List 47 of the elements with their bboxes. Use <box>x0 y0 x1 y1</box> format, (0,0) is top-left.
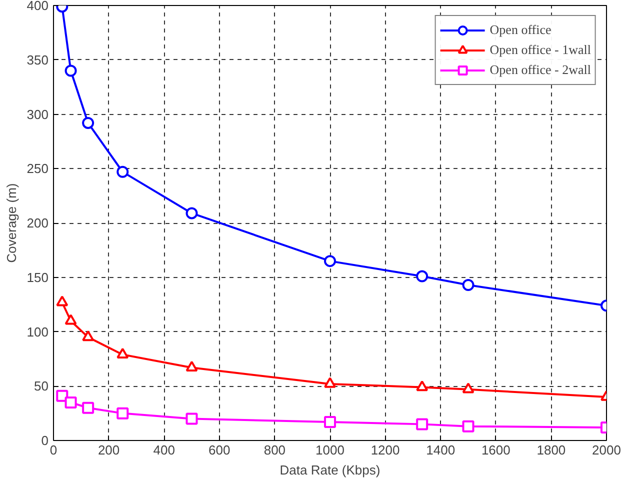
point <box>64 314 77 325</box>
point <box>186 360 198 372</box>
point <box>64 64 77 77</box>
y-tick-label: 0 <box>41 433 49 448</box>
x-tick-label: 1200 <box>370 442 400 458</box>
point <box>82 330 94 342</box>
x-tick-label: 800 <box>264 442 286 458</box>
y-tick-label: 400 <box>26 0 49 13</box>
x-tick-label: 400 <box>153 442 175 458</box>
y-tick-label: 150 <box>26 270 49 285</box>
legend-label: Open office <box>490 22 552 38</box>
y-tick-label: 300 <box>26 106 49 122</box>
x-tick-label: 1400 <box>426 442 456 458</box>
x-tick-label: 200 <box>98 442 120 458</box>
y-tick-label: 350 <box>26 52 49 68</box>
point <box>324 416 336 428</box>
y-axis-title: Coverage (m) <box>4 183 19 263</box>
x-tick-label: 1000 <box>316 442 344 458</box>
point <box>82 402 94 414</box>
point <box>116 348 129 358</box>
x-tick-label: 2000 <box>592 442 621 458</box>
point <box>462 278 474 291</box>
point <box>116 166 129 178</box>
point <box>116 407 129 420</box>
y-tick-label: 200 <box>26 216 49 230</box>
point <box>416 270 428 282</box>
point <box>416 418 428 430</box>
point <box>82 116 94 129</box>
point <box>416 380 428 392</box>
y-tick-label: 100 <box>26 324 49 340</box>
point <box>64 396 77 408</box>
x-tick-label: 1600 <box>481 442 510 458</box>
x-tick-label: 1800 <box>536 442 566 458</box>
legend-label: Open office - 2wall <box>490 62 591 78</box>
point <box>324 377 336 388</box>
x-tick-label: 600 <box>208 442 230 458</box>
point <box>462 382 474 394</box>
point <box>186 207 198 220</box>
point <box>462 420 474 432</box>
legend-label: Open office - 1wall <box>490 42 591 58</box>
x-axis-title: Data Rate (Kbps) <box>280 462 380 478</box>
point <box>56 296 68 306</box>
y-tick-label: 250 <box>26 161 49 176</box>
point <box>324 255 336 268</box>
point <box>186 412 198 425</box>
point <box>56 390 68 402</box>
y-tick-label: 50 <box>34 378 49 394</box>
